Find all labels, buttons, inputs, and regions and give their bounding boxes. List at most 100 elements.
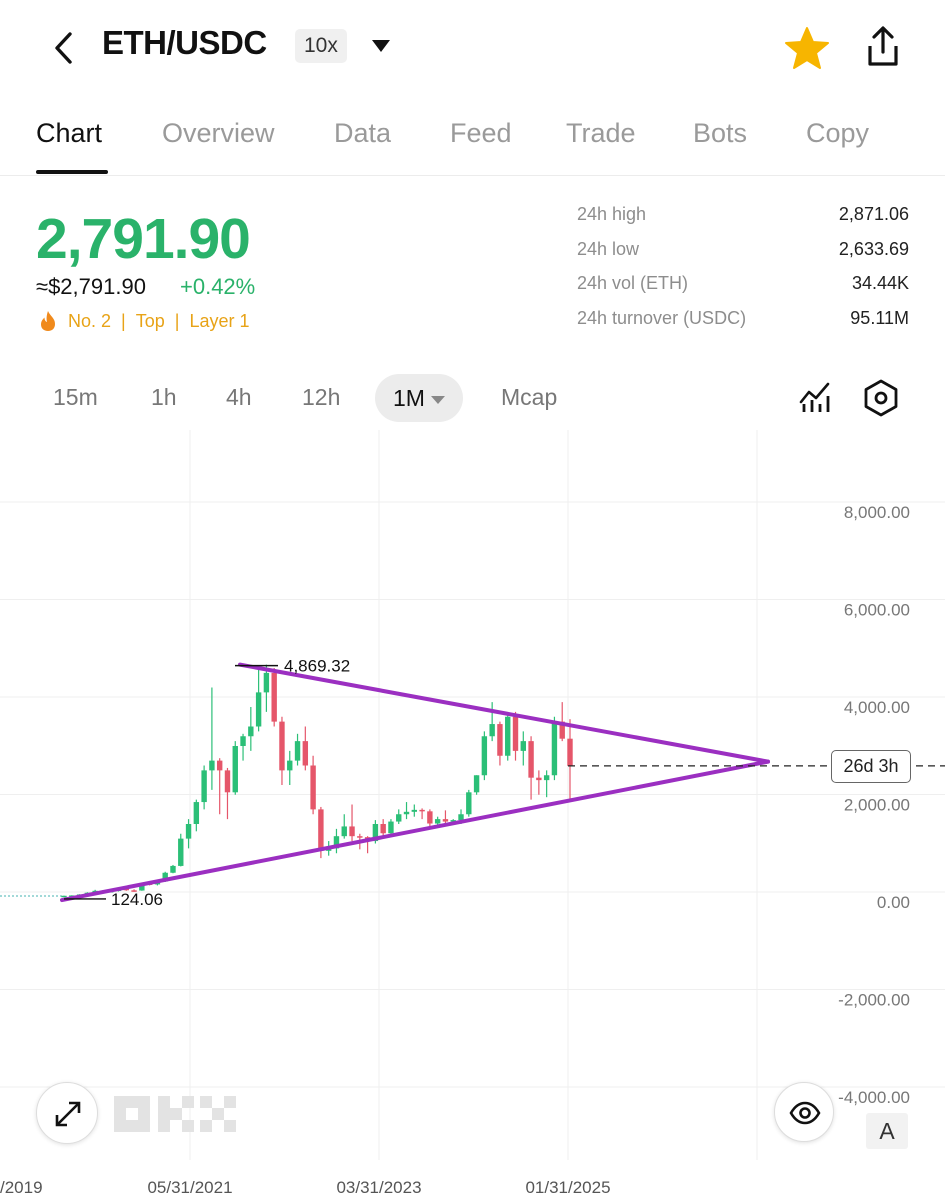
tag-layer[interactable]: Layer 1 bbox=[189, 310, 250, 331]
tag-top[interactable]: Top bbox=[135, 310, 165, 331]
stat-label: 24h turnover (USDC) bbox=[577, 307, 747, 328]
header: ETH/USDC 10x bbox=[0, 0, 945, 95]
candle-body bbox=[473, 775, 480, 793]
y-tick-label: 8,000.00 bbox=[844, 503, 910, 522]
pair-title[interactable]: ETH/USDC bbox=[102, 24, 267, 61]
indicator-icon[interactable] bbox=[798, 380, 834, 416]
tag-rank[interactable]: No. 2 bbox=[68, 310, 112, 331]
candle-body bbox=[162, 872, 168, 882]
auto-scale-button[interactable]: A bbox=[866, 1113, 908, 1149]
tab-copy[interactable]: Copy bbox=[806, 118, 870, 148]
candle-body bbox=[232, 746, 238, 793]
y-tick-label: 4,000.00 bbox=[844, 698, 910, 717]
star-icon[interactable] bbox=[783, 26, 831, 70]
candle-body bbox=[380, 824, 386, 834]
candle-body bbox=[567, 738, 573, 766]
candle-body bbox=[263, 672, 270, 693]
candle-body bbox=[341, 826, 347, 837]
x-tick-label: 05/31/2021 bbox=[147, 1178, 232, 1197]
interval-12h[interactable]: 12h bbox=[302, 384, 341, 410]
candle-body bbox=[318, 809, 324, 851]
leverage-badge: 10x bbox=[295, 29, 347, 63]
okx-watermark-logo bbox=[114, 1096, 236, 1132]
tab-chart[interactable]: Chart bbox=[36, 118, 103, 148]
candle-body bbox=[271, 672, 277, 722]
stat-row: 24h low 2,633.69 bbox=[577, 239, 909, 274]
caret-down-icon[interactable] bbox=[370, 36, 392, 56]
candle-body bbox=[349, 826, 355, 837]
tab-trade[interactable]: Trade bbox=[566, 118, 636, 148]
caret-down-icon bbox=[430, 395, 445, 404]
stat-row: 24h high 2,871.06 bbox=[577, 204, 909, 239]
candle-body bbox=[536, 777, 542, 781]
stat-label: 24h high bbox=[577, 204, 647, 224]
y-tick-label: 6,000.00 bbox=[844, 601, 910, 620]
chart-canvas[interactable]: 8,000.00 6,000.00 4,000.00 2,000.00 0.00 -2,0… bbox=[0, 430, 945, 1200]
interval-1m-label: 1M bbox=[393, 385, 425, 411]
candle-body bbox=[396, 814, 402, 822]
candle-body bbox=[442, 819, 449, 822]
candle-body bbox=[302, 741, 309, 766]
stat-row: 24h turnover (USDC) 95.11M bbox=[577, 308, 909, 343]
candle-body bbox=[248, 726, 254, 737]
candle-body bbox=[388, 821, 394, 834]
tab-overview[interactable]: Overview bbox=[162, 118, 275, 148]
y-tick-label: -4,000.00 bbox=[838, 1088, 910, 1107]
candle-body bbox=[543, 775, 550, 781]
eye-icon bbox=[789, 1101, 821, 1125]
stat-value: 2,633.69 bbox=[838, 238, 909, 259]
candle-body bbox=[505, 716, 511, 756]
candle-body bbox=[528, 741, 534, 778]
candle-body bbox=[434, 819, 441, 824]
upper-trendline[interactable] bbox=[238, 662, 770, 764]
x-tick-label: 03/31/2023 bbox=[336, 1178, 421, 1197]
stat-label: 24h low bbox=[577, 238, 640, 259]
candle-body bbox=[201, 770, 207, 803]
candle-body bbox=[224, 770, 231, 793]
tab-bots[interactable]: Bots bbox=[693, 118, 748, 148]
stat-value: 2,871.06 bbox=[838, 204, 909, 224]
tag-separator: | bbox=[174, 310, 180, 331]
candle-body bbox=[551, 721, 558, 776]
interval-4h[interactable]: 4h bbox=[226, 384, 252, 410]
candle-body bbox=[427, 811, 433, 824]
price-chart[interactable]: 8,000.00 6,000.00 4,000.00 2,000.00 0.00 -2,0… bbox=[0, 430, 945, 1200]
candle-body bbox=[481, 736, 488, 776]
share-icon[interactable] bbox=[860, 24, 906, 70]
candle-body bbox=[458, 814, 464, 821]
candle-body bbox=[294, 741, 301, 761]
candle-body bbox=[372, 824, 379, 842]
high-annotation: 4,869.32 bbox=[284, 657, 350, 676]
candle-body bbox=[193, 802, 200, 824]
y-tick-label: 2,000.00 bbox=[844, 796, 910, 815]
candle-body bbox=[131, 890, 137, 892]
candle-body bbox=[520, 741, 526, 751]
low-annotation: 124.06 bbox=[111, 890, 163, 909]
tab-feed[interactable]: Feed bbox=[450, 118, 512, 148]
y-tick-label: -2,000.00 bbox=[838, 991, 910, 1010]
visibility-toggle-button[interactable] bbox=[774, 1082, 834, 1142]
candle-body bbox=[170, 865, 176, 873]
settings-icon[interactable] bbox=[862, 378, 900, 418]
candle-body bbox=[419, 809, 425, 812]
candle-body bbox=[61, 895, 67, 898]
interval-1m[interactable]: 1M bbox=[375, 374, 463, 422]
fullscreen-button[interactable] bbox=[36, 1082, 98, 1144]
tab-data[interactable]: Data bbox=[334, 118, 392, 148]
interval-mcap[interactable]: Mcap bbox=[501, 384, 558, 410]
candle-body bbox=[489, 724, 495, 737]
candle-body bbox=[287, 760, 293, 771]
stat-value: 34.44K bbox=[851, 273, 909, 293]
candle-countdown: 26d 3h bbox=[831, 749, 911, 783]
candle-body bbox=[450, 820, 456, 822]
token-tags: No. 2 | Top | Layer 1 bbox=[38, 310, 249, 332]
candle-body bbox=[559, 721, 565, 739]
interval-1h[interactable]: 1h bbox=[151, 384, 177, 410]
candle-body bbox=[209, 760, 215, 771]
candle-body bbox=[512, 716, 519, 751]
back-arrow-icon[interactable] bbox=[48, 28, 80, 68]
interval-15m[interactable]: 15m bbox=[53, 384, 98, 410]
price-change: +0.42% bbox=[180, 274, 256, 299]
lower-trendline[interactable] bbox=[60, 759, 770, 903]
stats-panel: 24h high 2,871.06 24h low 2,633.69 24h v… bbox=[577, 204, 909, 342]
